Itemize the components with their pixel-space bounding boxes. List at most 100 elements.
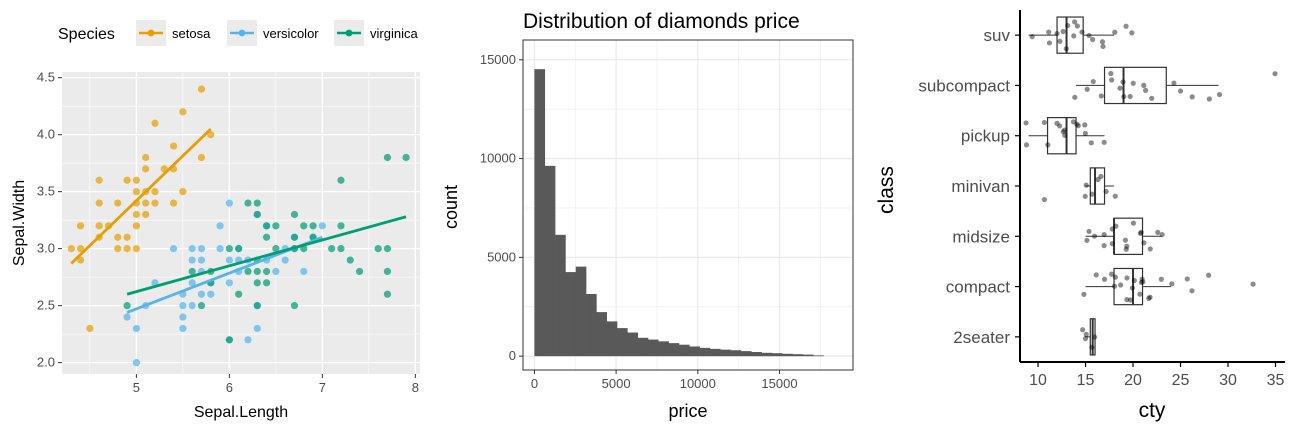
y-tick-label: 2.5	[37, 298, 55, 313]
scatter-point-setosa	[132, 210, 140, 219]
histogram-bar	[648, 339, 659, 357]
scatter-point-versicolor	[188, 245, 196, 253]
scatter-point-setosa	[142, 165, 150, 173]
jitter-point-2seater	[1082, 335, 1089, 342]
jitter-point-midsize	[1123, 246, 1129, 252]
histogram-y-axis-label: count	[441, 185, 461, 229]
scatter-point-setosa	[151, 119, 159, 127]
scatter-point-versicolor	[169, 245, 178, 253]
scatter-point-virginica	[253, 279, 261, 287]
jitter-point-pickup	[1057, 123, 1063, 129]
jitter-point-subcompact	[1109, 77, 1115, 83]
jitter-point-suv	[1060, 28, 1066, 35]
jitter-point-compact	[1138, 279, 1144, 286]
diamonds-histogram-panel: Distribution of diamonds price 0 5000 1000…	[441, 10, 854, 421]
histogram-bars	[534, 69, 824, 357]
fit-line-virginica	[126, 215, 407, 296]
jitter-point-suv	[1086, 32, 1092, 39]
scatter-point-setosa	[67, 245, 75, 253]
iris-x-axis-label: Sepal.Length	[194, 404, 288, 421]
jitter-point-compact	[1147, 294, 1153, 300]
legend-key-point	[345, 29, 353, 37]
legend-keys: setosa versicolor virginica	[136, 20, 418, 46]
box-pickup	[1046, 117, 1077, 155]
histogram-bar	[771, 353, 783, 357]
scatter-point-versicolor	[197, 245, 206, 253]
scatter-point-versicolor	[225, 256, 233, 264]
y-tick-label: 4.5	[37, 70, 55, 85]
jitter-point-suv	[1090, 36, 1096, 43]
scatter-point-virginica	[383, 290, 392, 298]
scatter-point-virginica	[328, 245, 336, 253]
jitter-point-subcompact	[1108, 70, 1114, 77]
histogram-bar	[751, 352, 762, 357]
jitter-point-suv	[1071, 33, 1077, 39]
jitter-point-suv	[1079, 29, 1085, 35]
scatter-point-versicolor	[216, 245, 224, 253]
jitter-point-subcompact	[1117, 85, 1123, 91]
histogram-bar	[792, 354, 804, 357]
scatter-point-setosa	[132, 176, 140, 184]
jitter-point-subcompact	[1084, 86, 1090, 92]
y-tick-label-suv: suv	[984, 26, 1011, 45]
x-tick-label: 5	[133, 380, 140, 395]
x-tick-label: 10	[1029, 372, 1047, 389]
jitter-point-compact	[1169, 281, 1175, 287]
scatter-point-virginica	[262, 233, 271, 241]
scatter-point-virginica	[374, 245, 382, 253]
jitter-point-minivan	[1095, 176, 1101, 183]
scatter-point-versicolor	[188, 302, 196, 310]
y-tick-label: 5000	[487, 249, 516, 264]
scatter-point-versicolor	[188, 256, 196, 264]
y-tick-label-2seater: 2seater	[953, 328, 1010, 347]
jitter-point-minivan	[1103, 188, 1109, 195]
scatter-point-virginica	[244, 267, 252, 276]
scatter-point-setosa	[95, 222, 103, 230]
scatter-point-virginica	[253, 210, 261, 219]
jitter-point-suv	[1112, 29, 1118, 35]
jitter-point-pickup	[1075, 123, 1081, 129]
scatter-point-setosa	[76, 222, 85, 230]
jitter-point-midsize	[1137, 230, 1143, 236]
legend-label-setosa: setosa	[172, 26, 211, 41]
jitter-point-minivan	[1082, 193, 1088, 199]
jitter-point-pickup	[1061, 127, 1068, 133]
jitter-point-pickup	[1045, 142, 1051, 148]
scatter-point-setosa	[207, 131, 215, 139]
scatter-point-virginica	[262, 279, 271, 287]
scatter-point-setosa	[197, 153, 206, 162]
jitter-point-subcompact	[1206, 96, 1212, 102]
y-tick-label-compact: compact	[946, 278, 1011, 297]
jitter-point-midsize	[1109, 241, 1115, 247]
scatter-point-virginica	[337, 222, 345, 230]
jitter-point-compact	[1131, 277, 1137, 284]
scatter-point-virginica	[272, 245, 280, 253]
jitter-point-midsize	[1155, 229, 1161, 236]
scatter-point-setosa	[114, 233, 122, 241]
histogram-bar	[637, 337, 649, 357]
scatter-point-virginica	[253, 199, 261, 207]
scatter-point-versicolor	[179, 302, 187, 310]
scatter-point-versicolor	[253, 324, 261, 333]
histogram-bar	[689, 346, 700, 357]
histogram-bar	[730, 350, 742, 357]
scatter-point-versicolor	[318, 222, 326, 230]
x-tick-label: 20	[1124, 372, 1142, 389]
jitter-point-compact	[1189, 288, 1195, 294]
x-tick-label: 0	[531, 376, 538, 391]
scatter-point-virginica	[383, 153, 392, 162]
scatter-point-versicolor	[272, 267, 280, 276]
jitter-point-2seater	[1089, 344, 1095, 350]
scatter-point-virginica	[123, 302, 131, 310]
jitter-point-subcompact	[1149, 95, 1155, 101]
scatter-point-setosa	[76, 256, 85, 264]
jitter-point-subcompact	[1121, 94, 1127, 100]
jitter-point-midsize	[1086, 228, 1092, 235]
scatter-point-setosa	[169, 142, 178, 150]
jitter-point-pickup	[1062, 132, 1068, 138]
histogram-bar	[761, 352, 773, 357]
jitter-point-compact	[1129, 285, 1136, 291]
jitter-point-subcompact	[1171, 80, 1177, 86]
jitter-point-midsize	[1084, 237, 1090, 243]
x-tick-label: 30	[1219, 372, 1237, 389]
